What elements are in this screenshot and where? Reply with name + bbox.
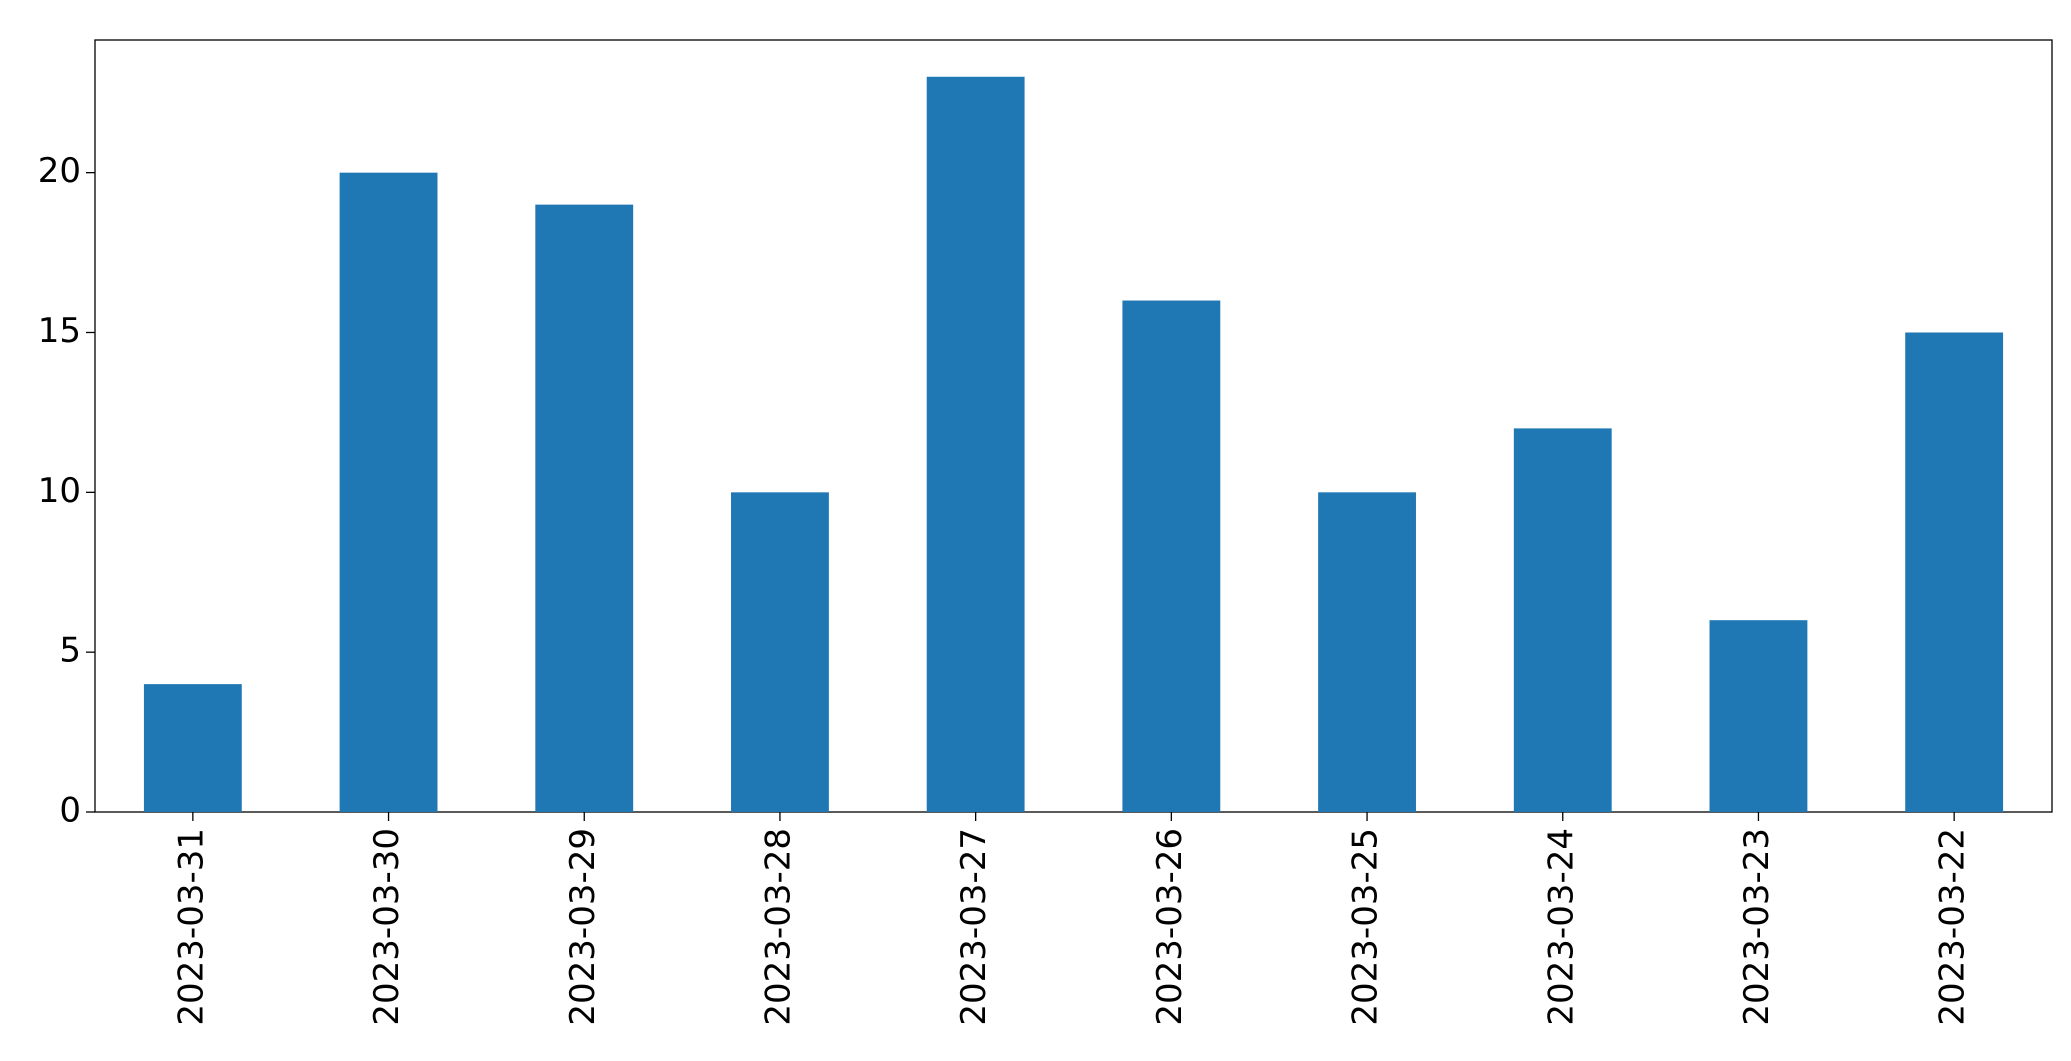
x-tick-label: 2023-03-27 xyxy=(954,828,994,1026)
bar xyxy=(535,204,634,812)
x-tick-label: 2023-03-22 xyxy=(1933,828,1973,1026)
bar xyxy=(926,76,1025,812)
bar xyxy=(1709,620,1808,812)
bar xyxy=(1122,300,1221,812)
bar xyxy=(731,492,829,812)
bar xyxy=(1318,492,1416,812)
plot-frame xyxy=(94,39,2053,813)
bar xyxy=(143,684,242,812)
x-tick-label: 2023-03-30 xyxy=(367,828,407,1026)
y-tick-label: 0 xyxy=(59,791,81,831)
bar xyxy=(339,172,438,812)
x-tick-label: 2023-03-28 xyxy=(758,828,798,1026)
x-tick-label: 2023-03-23 xyxy=(1737,828,1777,1026)
x-tick-label: 2023-03-29 xyxy=(563,828,603,1026)
x-tick-label: 2023-03-31 xyxy=(171,828,211,1026)
x-tick-label: 2023-03-24 xyxy=(1541,828,1581,1026)
y-tick-label: 10 xyxy=(38,471,81,511)
y-tick-label: 15 xyxy=(38,311,81,351)
y-tick-label: 5 xyxy=(59,631,81,671)
y-tick-label: 20 xyxy=(38,151,81,191)
bar xyxy=(1513,428,1612,812)
x-tick-label: 2023-03-25 xyxy=(1346,828,1386,1026)
x-tick-label: 2023-03-26 xyxy=(1150,828,1190,1026)
bar xyxy=(1905,332,2004,812)
